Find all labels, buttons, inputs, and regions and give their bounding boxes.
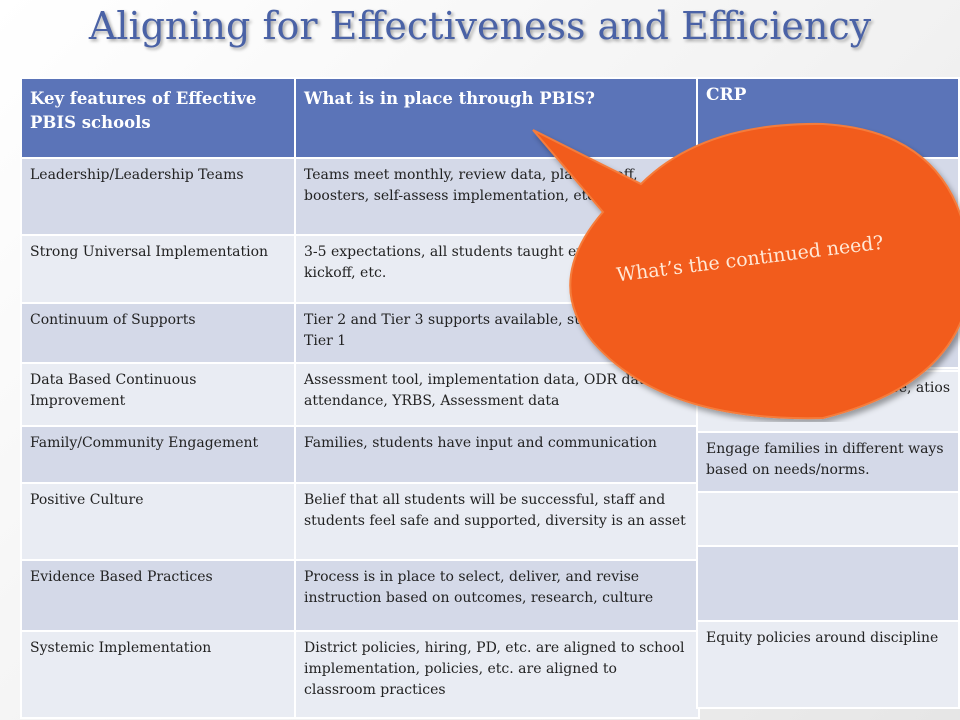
feature-cell: Family/Community Engagement bbox=[20, 425, 296, 484]
crp-row: Engage families in different ways based … bbox=[696, 431, 960, 493]
table-header-row: Key features of Effective PBIS schools W… bbox=[20, 77, 700, 159]
header-pbis: What is in place through PBIS? bbox=[294, 77, 700, 159]
feature-cell: Leadership/Leadership Teams bbox=[20, 157, 296, 236]
feature-cell: Systemic Implementation bbox=[20, 630, 296, 719]
pbis-cell: Assessment tool, implementation data, OD… bbox=[294, 362, 700, 427]
crp-cell: Engage families in different ways based … bbox=[696, 431, 960, 493]
table-row: Systemic Implementation District policie… bbox=[20, 630, 700, 719]
speech-bubble-callout bbox=[532, 122, 960, 420]
pbis-cell: Families, students have input and commun… bbox=[294, 425, 700, 484]
table-row: Family/Community Engagement Families, st… bbox=[20, 425, 700, 484]
crp-row bbox=[696, 545, 960, 622]
slide-title: Aligning for Effectiveness and Efficienc… bbox=[88, 4, 872, 48]
pbis-cell: District policies, hiring, PD, etc. are … bbox=[294, 630, 700, 719]
table-row: Leadership/Leadership Teams Teams meet m… bbox=[20, 157, 700, 236]
feature-cell: Data Based Continuous Improvement bbox=[20, 362, 296, 427]
crp-cell: Equity policies around discipline bbox=[696, 620, 960, 709]
table-row: Data Based Continuous Improvement Assess… bbox=[20, 362, 700, 427]
feature-cell: Positive Culture bbox=[20, 482, 296, 561]
feature-cell: Evidence Based Practices bbox=[20, 559, 296, 632]
pbis-cell: Teams meet monthly, review data, plan ki… bbox=[294, 157, 700, 236]
feature-cell: Continuum of Supports bbox=[20, 302, 296, 364]
feature-cell: Strong Universal Implementation bbox=[20, 234, 296, 304]
crp-cell bbox=[696, 545, 960, 622]
pbis-cell: Process is in place to select, deliver, … bbox=[294, 559, 700, 632]
crp-row: Equity policies around discipline bbox=[696, 620, 960, 709]
table-row: Positive Culture Belief that all student… bbox=[20, 482, 700, 561]
crp-row bbox=[696, 491, 960, 547]
table-row: Evidence Based Practices Process is in p… bbox=[20, 559, 700, 632]
pbis-cell: Belief that all students will be success… bbox=[294, 482, 700, 561]
crp-cell bbox=[696, 491, 960, 547]
header-key-features: Key features of Effective PBIS schools bbox=[20, 77, 296, 159]
